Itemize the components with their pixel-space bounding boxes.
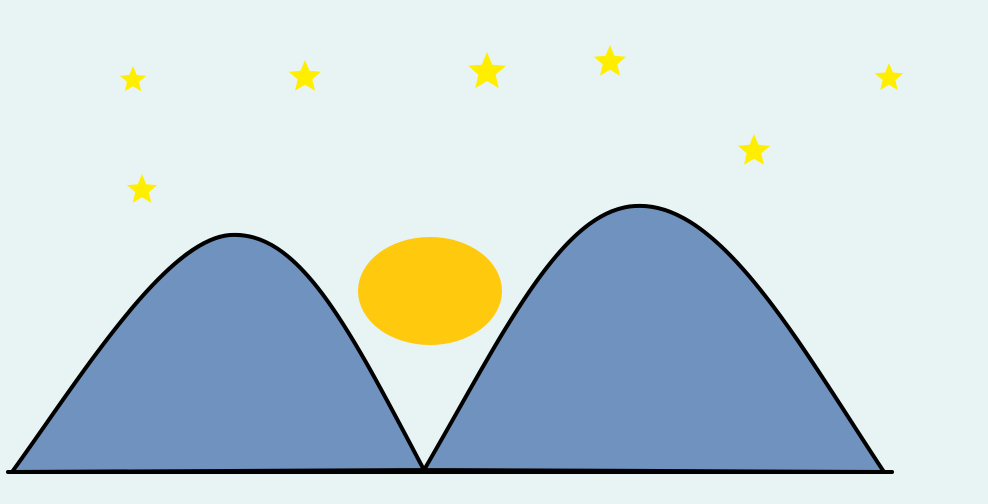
sun (358, 237, 502, 345)
